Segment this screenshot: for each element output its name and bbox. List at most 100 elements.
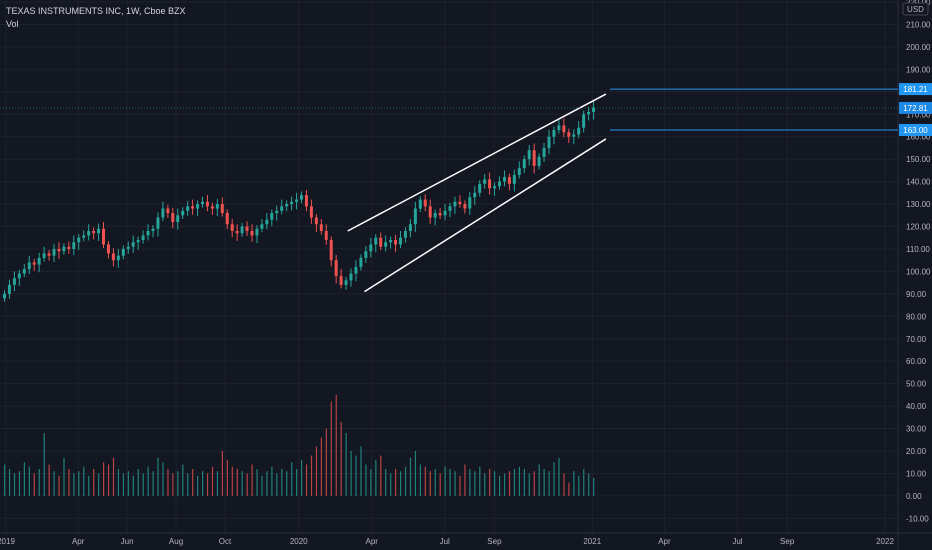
volume-bar xyxy=(276,473,278,496)
candle-body xyxy=(552,129,556,137)
y-tick-label: 40.00 xyxy=(906,402,927,411)
candle-body xyxy=(349,273,353,281)
volume-bar xyxy=(206,473,209,496)
candle-body xyxy=(186,206,190,211)
volume-bar xyxy=(479,466,481,496)
candle-body xyxy=(87,230,91,236)
candle-body xyxy=(62,246,66,252)
candle-body xyxy=(394,239,398,245)
x-tick-label: Apr xyxy=(365,537,378,546)
price-tag-label: 181.21 xyxy=(903,85,928,94)
candle-body xyxy=(379,237,383,247)
volume-bar xyxy=(137,468,139,496)
candle-body xyxy=(354,266,358,274)
volume-bars xyxy=(4,394,595,496)
y-tick-label: 20.00 xyxy=(906,447,927,456)
y-tick-label: 60.00 xyxy=(906,357,927,366)
chart-legend: TEXAS INSTRUMENTS INC, 1W, Cboe BZX Vol xyxy=(6,5,186,31)
volume-bar xyxy=(98,473,100,496)
candle-body xyxy=(334,260,338,276)
candle-body xyxy=(176,215,180,223)
price-tag-box xyxy=(899,123,932,136)
x-tick-label: 2022 xyxy=(876,537,894,546)
volume-bar xyxy=(112,457,115,496)
candle-body xyxy=(37,257,41,265)
volume-bar xyxy=(474,471,476,496)
candle-body xyxy=(92,230,96,234)
trend-channel xyxy=(347,93,607,293)
volume-bar xyxy=(370,468,372,496)
y-tick-label: 30.00 xyxy=(906,425,927,434)
volume-bar xyxy=(320,437,322,496)
volume-bar xyxy=(23,462,25,496)
volume-bar xyxy=(573,471,575,496)
volume-bar xyxy=(18,471,21,496)
volume-bar xyxy=(301,459,303,496)
volume-bar xyxy=(449,468,451,496)
volume-bar xyxy=(236,468,238,496)
candle-body xyxy=(517,168,521,175)
volume-bar xyxy=(310,455,313,496)
candle-body xyxy=(166,208,170,214)
volume-bar xyxy=(107,464,110,496)
volume-bar xyxy=(221,451,223,496)
candle-body xyxy=(408,224,412,231)
candle-body xyxy=(97,228,101,234)
volume-bar xyxy=(93,468,95,496)
y-tick-label: 150.00 xyxy=(906,155,931,164)
candle-body xyxy=(290,201,294,205)
volume-bar xyxy=(157,457,159,496)
volume-bar xyxy=(553,462,555,496)
candle-body xyxy=(527,150,531,160)
x-tick-label: Apr xyxy=(658,537,671,546)
y-tick-label: 110.00 xyxy=(906,245,930,254)
candle-body xyxy=(384,242,388,247)
volume-bar xyxy=(192,468,194,496)
x-tick-label: Sep xyxy=(780,537,795,546)
candle-body xyxy=(275,210,279,214)
x-tick-label: 2021 xyxy=(583,537,601,546)
y-tick-label: 120.00 xyxy=(906,223,931,232)
volume-bar xyxy=(13,473,16,496)
candle-body xyxy=(418,199,422,209)
volume-bar xyxy=(271,466,273,496)
candle-body xyxy=(295,199,299,202)
candle-body xyxy=(191,206,195,209)
volume-bar xyxy=(404,466,407,496)
price-axis: 220.00210.00200.00190.00180.00170.00160.… xyxy=(897,0,931,550)
volume-bar xyxy=(291,462,293,496)
volume-bar xyxy=(528,473,530,496)
volume-bar xyxy=(38,468,40,496)
volume-bar xyxy=(568,482,570,496)
candle-body xyxy=(304,195,308,207)
price-tag-box xyxy=(899,83,932,96)
candle-body xyxy=(319,224,323,231)
volume-bar xyxy=(340,421,342,496)
candle-body xyxy=(215,204,219,209)
volume-bar xyxy=(424,466,426,496)
candle-body xyxy=(285,204,289,207)
candle-body xyxy=(448,206,452,211)
candle-body xyxy=(433,213,437,218)
volume-bar xyxy=(48,464,50,496)
currency-box xyxy=(902,2,929,16)
candle-body xyxy=(458,201,462,205)
candle-body xyxy=(235,230,239,234)
volume-label: Vol xyxy=(6,19,19,29)
candle-body xyxy=(374,237,378,245)
candle-body xyxy=(141,235,145,240)
volume-bar xyxy=(518,466,520,496)
price-tag-box xyxy=(899,101,932,114)
x-tick-label: Oct xyxy=(219,537,232,546)
y-tick-label: 130.00 xyxy=(906,200,931,209)
candle-body xyxy=(12,278,16,285)
volume-bar xyxy=(335,394,337,496)
volume-bar xyxy=(409,457,412,496)
candle-body xyxy=(156,217,160,229)
volume-bar xyxy=(593,477,595,496)
volume-bar xyxy=(117,468,120,496)
volume-bar xyxy=(454,471,456,496)
